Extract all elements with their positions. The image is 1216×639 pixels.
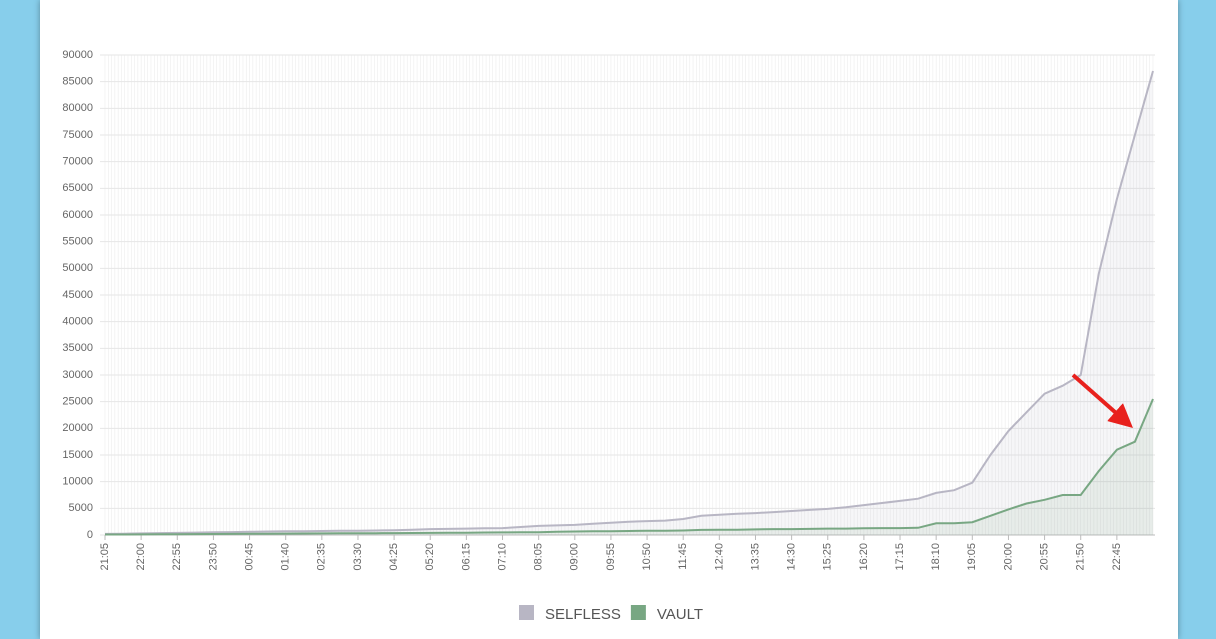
series-line	[104, 70, 1154, 535]
x-tick-label: 09:55	[605, 543, 617, 571]
x-tick-label: 01:40	[280, 543, 292, 571]
y-tick-label: 85000	[62, 76, 93, 88]
x-tick-label: 21:50	[1075, 543, 1087, 571]
annotation-arrow	[1071, 373, 1133, 428]
x-tick-label: 23:50	[207, 543, 219, 571]
x-tick-label: 11:45	[677, 543, 689, 570]
x-tick-label: 22:00	[135, 543, 147, 571]
series-area	[105, 399, 1153, 535]
series-line	[105, 398, 1154, 536]
x-tick-label: 07:10	[496, 543, 508, 571]
series-area	[105, 71, 1153, 535]
legend-swatch	[519, 605, 534, 620]
x-tick-label: 15:25	[822, 543, 834, 571]
y-tick-label: 65000	[62, 182, 93, 194]
x-tick-label: 21:05	[99, 543, 111, 571]
y-tick-label: 90000	[62, 49, 93, 61]
x-tick-label: 06:15	[460, 543, 472, 571]
y-tick-label: 55000	[62, 236, 93, 248]
x-tick-label: 18:10	[930, 543, 942, 571]
x-tick-label: 16:20	[858, 543, 870, 571]
y-tick-label: 15000	[62, 449, 93, 461]
x-tick-label: 08:05	[533, 543, 545, 571]
x-tick-label: 04:25	[388, 543, 400, 571]
y-tick-label: 25000	[62, 396, 93, 408]
x-tick-label: 13:35	[749, 543, 761, 571]
y-tick-label: 80000	[62, 102, 93, 114]
legend-swatch	[630, 605, 646, 620]
x-tick-label: 00:45	[243, 543, 255, 571]
x-tick-label: 02:35	[316, 543, 328, 571]
x-tick-label: 14:30	[786, 543, 798, 571]
legend-label: VAULT	[657, 606, 703, 623]
x-tick-label: 03:30	[352, 543, 364, 571]
x-tick-label: 19:05	[966, 543, 978, 571]
legend: SELFLESS VAULT	[519, 605, 703, 623]
y-tick-label: 60000	[62, 209, 93, 221]
x-tick-label: 20:55	[1038, 543, 1050, 571]
x-tick-label: 22:55	[171, 543, 183, 571]
x-tick-label: 17:15	[894, 543, 906, 571]
x-tick-label: 09:00	[569, 543, 581, 571]
x-tick-label: 05:20	[424, 543, 436, 571]
y-tick-label: 5000	[69, 502, 93, 514]
y-tick-label: 35000	[62, 342, 93, 354]
y-tick-label: 75000	[62, 129, 93, 141]
y-tick-label: 40000	[62, 316, 93, 328]
x-tick-label: 10:50	[641, 543, 653, 571]
y-tick-label: 50000	[62, 262, 93, 274]
x-tick-label: 12:40	[713, 543, 725, 571]
legend-label: SELFLESS	[545, 606, 621, 623]
y-tick-label: 45000	[62, 289, 93, 301]
y-tick-label: 20000	[62, 422, 93, 434]
y-tick-label: 30000	[62, 369, 93, 381]
x-tick-label: 20:00	[1002, 543, 1014, 571]
y-tick-label: 70000	[62, 156, 93, 168]
y-tick-label: 0	[87, 529, 93, 541]
x-tick-label: 22:45	[1111, 543, 1123, 571]
y-tick-label: 10000	[62, 476, 93, 488]
